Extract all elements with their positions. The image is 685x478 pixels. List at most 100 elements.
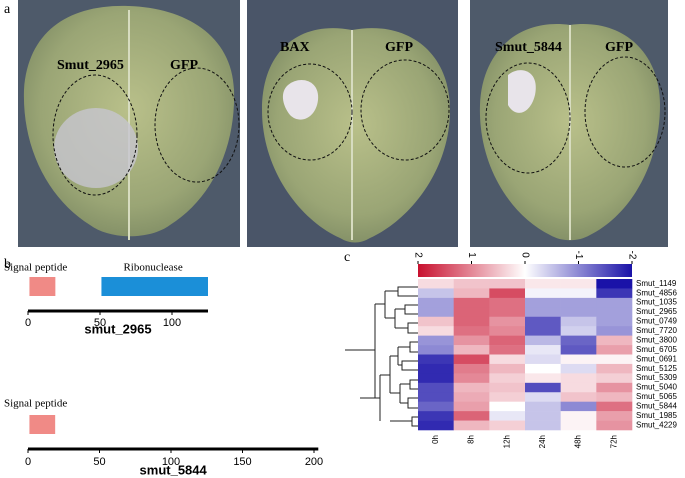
x-tick-label: 100	[163, 317, 181, 329]
heatmap-cell	[596, 354, 633, 365]
row-label: Smut_5309	[636, 373, 677, 382]
heatmap-cell	[560, 335, 597, 346]
colorbar-tick-label: 2	[412, 252, 423, 258]
heatmap-cell	[489, 420, 526, 431]
colorbar-tick-label: -2	[626, 251, 637, 260]
heatmap-cell	[560, 392, 597, 402]
photo-label: Smut_5844	[495, 40, 562, 55]
x-tick-label: 50	[93, 456, 105, 468]
heatmap-cell	[418, 373, 454, 384]
heatmap-cell	[489, 326, 526, 336]
heatmap-cell	[560, 297, 597, 308]
heatmap-cell	[453, 345, 490, 355]
heatmap-cell	[525, 354, 561, 365]
colorbar-tick-label: -1	[573, 251, 584, 260]
heatmap-cell	[525, 316, 561, 327]
heatmap-cell	[453, 401, 490, 412]
x-tick-label: 0	[25, 456, 31, 468]
heatmap-cell	[418, 420, 454, 431]
heatmap-cell	[560, 354, 597, 365]
heatmap-cell	[453, 307, 490, 318]
heatmap-cell	[489, 297, 526, 308]
heatmap-cell	[560, 420, 597, 431]
heatmap-cell	[418, 288, 454, 299]
heatmap-cell	[489, 316, 526, 327]
heatmap-cell	[525, 373, 561, 384]
heatmap-cell	[525, 279, 561, 289]
heatmap-cell	[560, 316, 597, 327]
heatmap-cell	[418, 363, 454, 374]
heatmap-cell	[453, 363, 490, 374]
heatmap-cell	[560, 363, 597, 374]
photo-3	[470, 0, 668, 247]
heatmap-cell	[596, 420, 633, 431]
domain-label: Signal peptide	[4, 398, 67, 410]
heatmap-cell	[418, 354, 454, 365]
heatmap-cell	[560, 345, 597, 355]
colorbar-tick-label: 0	[519, 252, 530, 258]
heatmap-cell	[525, 382, 561, 393]
heatmap-cell	[489, 354, 526, 365]
photo-label: GFP	[605, 40, 633, 55]
heatmap-cell	[596, 288, 633, 299]
heatmap-cell	[489, 382, 526, 393]
colorbar	[418, 264, 632, 277]
protein-name: smut_2965	[84, 321, 151, 336]
heatmap-cell	[453, 392, 490, 402]
heatmap-cell	[596, 335, 633, 346]
heatmap-cell	[453, 335, 490, 346]
heatmap-cell	[560, 279, 597, 289]
heatmap-cell	[453, 316, 490, 327]
domain-label: Signal peptide	[4, 262, 67, 274]
x-tick-label: 150	[233, 456, 251, 468]
heatmap-cell	[560, 288, 597, 299]
heatmap-cell	[453, 411, 490, 421]
heatmap-cell	[418, 307, 454, 318]
row-label: Smut_7720	[636, 326, 677, 335]
heatmap-cell	[560, 373, 597, 384]
heatmap-cell	[525, 363, 561, 374]
dendrogram	[345, 286, 418, 427]
heatmap-cell	[525, 288, 561, 299]
x-tick-label: 0	[25, 317, 31, 329]
panel-label: a	[4, 2, 11, 17]
heatmap-cell	[596, 382, 633, 393]
heatmap-cell	[596, 373, 633, 384]
heatmap-cell	[525, 411, 561, 421]
row-label: Smut_3800	[636, 335, 677, 344]
row-label: Smut_4856	[636, 288, 677, 297]
heatmap-cell	[560, 401, 597, 412]
heatmap-cell	[489, 401, 526, 412]
row-label: Smut_0749	[636, 317, 677, 326]
heatmap-cell	[525, 335, 561, 346]
heatmap-cell	[489, 373, 526, 384]
heatmap-cell	[596, 411, 633, 421]
row-label: Smut_2965	[636, 307, 677, 316]
row-label: Smut_5125	[636, 364, 677, 373]
column-label: 24h	[538, 435, 547, 448]
heatmap-cell	[418, 335, 454, 346]
heatmap-cell	[489, 307, 526, 318]
column-label: 72h	[609, 435, 618, 448]
protein-name: smut_5844	[140, 462, 208, 477]
column-label: 48h	[574, 435, 583, 448]
heatmap-cell	[525, 420, 561, 431]
heatmap-cell	[525, 307, 561, 318]
heatmap-cell	[489, 335, 526, 346]
heatmap-cell	[453, 354, 490, 365]
photo-label: Smut_2965	[57, 58, 124, 73]
heatmap-cell	[596, 297, 633, 308]
heatmap-cell	[596, 279, 633, 289]
heatmap-cell	[560, 382, 597, 393]
heatmap-cell	[453, 373, 490, 384]
column-label: 8h	[467, 435, 476, 444]
heatmap-cell	[489, 411, 526, 421]
row-label: Smut_1035	[636, 298, 677, 307]
heatmap-cell	[560, 326, 597, 336]
heatmap-cell	[596, 392, 633, 402]
row-label: Smut_0691	[636, 354, 677, 363]
row-label: Smut_1985	[636, 411, 677, 420]
heatmap-cell	[453, 297, 490, 308]
domain-box	[101, 277, 208, 296]
